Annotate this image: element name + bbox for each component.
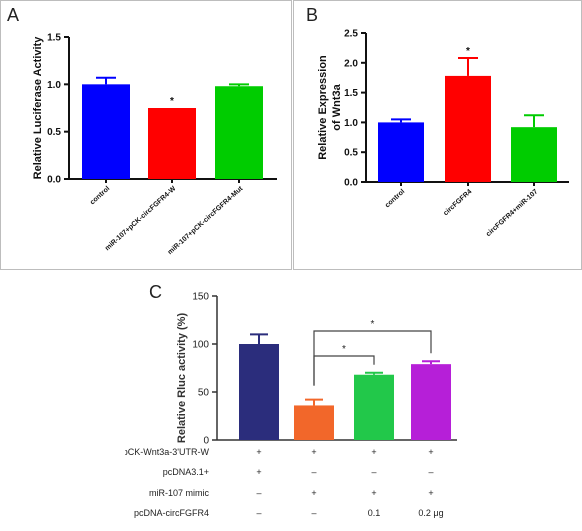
- panel-a: A 0.0 0.5 1.0 1.5 Relative Luciferase Activi…: [0, 0, 292, 270]
- panel-c-row-cell: 0.2 μg: [418, 508, 443, 518]
- panel-b-y-axis-title: of Wnt3a: [331, 83, 343, 130]
- panel-c-row-cell: +: [371, 488, 376, 498]
- panel-c-bar: [411, 364, 451, 440]
- panel-a-category-label: miR-107+pCK-circFGFR4-Mut: [167, 185, 245, 256]
- panel-c-significance-bracket: [313, 330, 432, 386]
- panel-c-y-tick-label: 0: [203, 436, 209, 447]
- panel-b-y-tick-label: 0.0: [344, 178, 358, 189]
- panel-c-bar: [239, 344, 279, 440]
- panel-c-row-label: pCK-Wnt3a-3'UTR-W: [125, 447, 209, 457]
- panel-a-category-label: control: [89, 185, 111, 206]
- panel-b-y-axis-title: Relative Expression: [317, 55, 329, 160]
- panel-c-row-cell: +: [311, 447, 316, 457]
- panel-c-row-cell: +: [256, 467, 261, 477]
- panel-c-y-tick-label: 100: [192, 340, 209, 351]
- panel-b-chart: B 0.0 0.5 1.0 1.5 2.0 2.5 Relative Expression o…: [306, 5, 569, 238]
- panel-c-row-cell: –: [311, 467, 316, 477]
- panel-b-bar: [511, 127, 557, 182]
- panel-b-y-tick-label: 0.5: [344, 148, 358, 159]
- panel-c-bar: [354, 374, 394, 440]
- panel-b-y-tick-label: 1.0: [344, 118, 358, 129]
- panel-a-y-tick-label: 0.5: [47, 127, 61, 138]
- panel-c: C 0 50 100 150 Relative Rluc activity (%) * * p…: [125, 276, 463, 531]
- panel-c-row-cell: –: [311, 508, 316, 518]
- panel-c-row-label: pcDNA-circFGFR4: [134, 508, 209, 518]
- panel-c-row-cell: +: [311, 488, 316, 498]
- panel-a-y-axis-title: Relative Luciferase Activity: [32, 36, 44, 180]
- panel-b-category-label: circFGFR4: [442, 188, 473, 217]
- panel-a-bar: [82, 84, 130, 179]
- panel-b-bar: [378, 122, 424, 182]
- panel-c-row-cell: –: [371, 467, 376, 477]
- panel-a-significance-label: *: [170, 96, 174, 107]
- panel-a-bar: [215, 86, 263, 179]
- panel-c-letter: C: [149, 282, 162, 302]
- panel-c-row-cell: –: [256, 488, 261, 498]
- panel-c-row-cell: +: [371, 447, 376, 457]
- panel-b: B 0.0 0.5 1.0 1.5 2.0 2.5 Relative Expression o…: [293, 0, 582, 270]
- panel-c-row-cell: +: [256, 447, 261, 457]
- panel-b-bar: [445, 75, 491, 182]
- panel-a-bar: [148, 108, 196, 179]
- panel-a-category-label: miR-107+pCK-circFGFR4-W: [104, 185, 178, 252]
- panel-c-row-label: pcDNA3.1+: [163, 467, 209, 477]
- panel-c-y-tick-label: 150: [192, 292, 209, 303]
- panel-c-y-tick-label: 50: [198, 388, 210, 399]
- panel-c-row-cell: –: [428, 467, 433, 477]
- panel-b-y-tick-label: 2.5: [344, 29, 358, 40]
- panel-a-y-tick-label: 1.0: [47, 80, 61, 91]
- panel-a-y-tick-label: 1.5: [47, 33, 61, 44]
- panel-c-significance-label: *: [371, 319, 375, 330]
- panel-c-row-cell: +: [428, 447, 433, 457]
- panel-b-y-tick-label: 2.0: [344, 58, 358, 69]
- panel-b-category-label: control: [384, 188, 406, 209]
- panel-c-chart: C 0 50 100 150 Relative Rluc activity (%) * * p…: [125, 282, 457, 518]
- panel-c-row-cell: 0.1: [368, 508, 381, 518]
- panel-c-row-cell: +: [428, 488, 433, 498]
- panel-c-y-axis-title: Relative Rluc activity (%): [176, 313, 188, 444]
- panel-b-y-tick-label: 1.5: [344, 88, 358, 99]
- panel-b-letter: B: [306, 5, 318, 25]
- panel-c-row-label: miR-107 mimic: [149, 488, 210, 498]
- panel-c-bar: [294, 405, 334, 440]
- panel-b-significance-label: *: [466, 46, 470, 57]
- panel-a-letter: A: [7, 5, 19, 25]
- panel-a-y-tick-label: 0.0: [47, 175, 61, 186]
- panel-c-significance-label: *: [342, 344, 346, 355]
- panel-c-row-cell: –: [256, 508, 261, 518]
- panel-b-category-label: circFGFR4+miR-107: [485, 188, 539, 238]
